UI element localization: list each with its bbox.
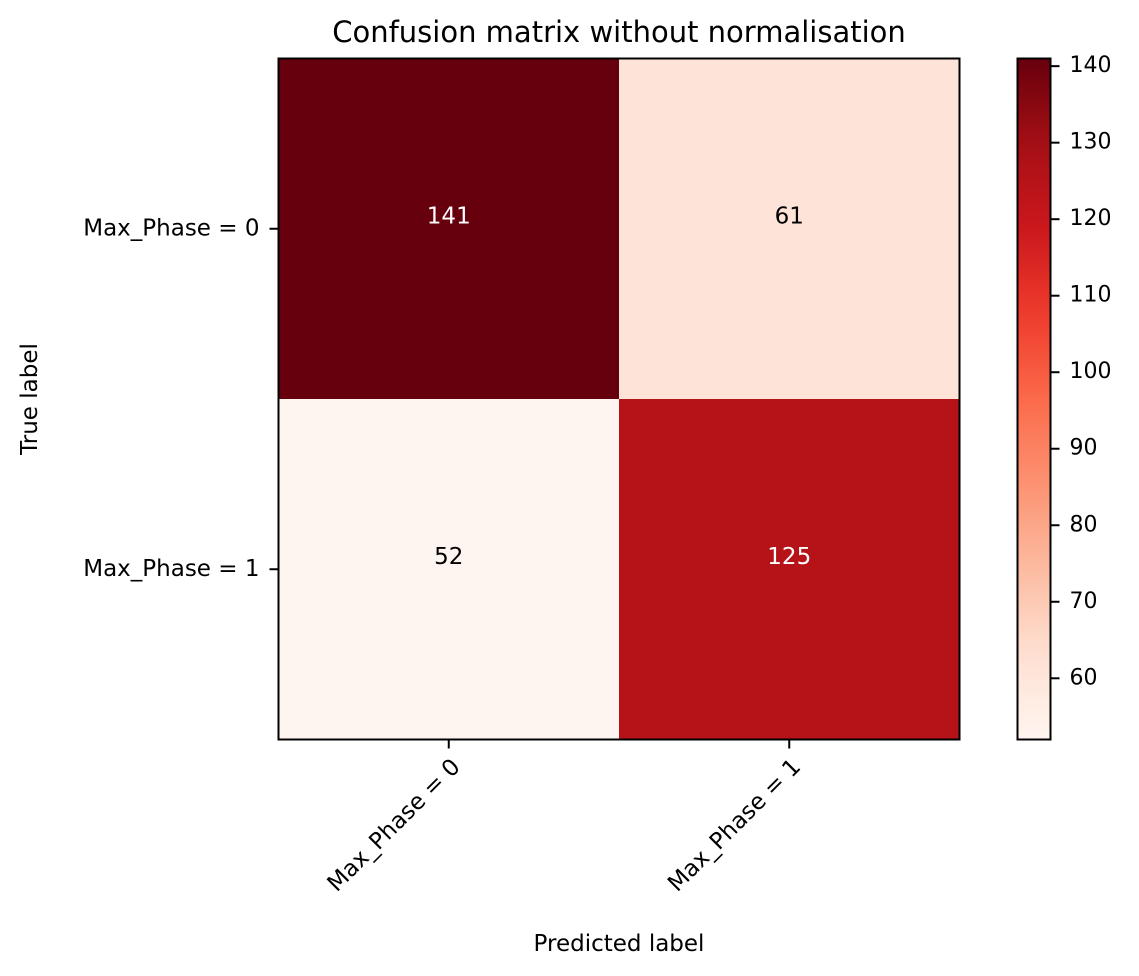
heatmap-cell-values: 141 61 52 125 (427, 203, 811, 570)
x-axis-ticks: Max_Phase = 0 Max_Phase = 1 (323, 739, 806, 897)
colorbar-tick-label: 60 (1070, 665, 1098, 690)
colorbar-tick-label: 80 (1070, 512, 1098, 537)
colorbar (1016, 57, 1052, 741)
colorbar-tick-label: 70 (1070, 589, 1098, 614)
y-tick-label: Max_Phase = 0 (83, 215, 259, 241)
x-tick-label: Max_Phase = 0 (323, 754, 466, 897)
colorbar-tick-label: 140 (1070, 53, 1112, 78)
heatmap-cell (619, 58, 960, 399)
colorbar-tick-label: 90 (1070, 436, 1098, 461)
heatmap-cell (619, 399, 960, 740)
cell-value-label: 125 (767, 544, 811, 570)
cell-value-label: 52 (434, 544, 463, 570)
x-axis-label: Predicted label (534, 931, 705, 957)
cell-value-label: 141 (427, 203, 471, 229)
cell-value-label: 61 (775, 203, 804, 229)
heatmap-cell (278, 399, 619, 740)
colorbar-tick-label: 110 (1070, 283, 1112, 308)
heatmap-cells (278, 58, 960, 740)
y-axis-label: True label (17, 343, 43, 456)
colorbar-tick-label: 130 (1070, 130, 1112, 155)
colorbar-tick-label: 120 (1070, 206, 1112, 231)
colorbar-tick-label: 100 (1070, 359, 1112, 384)
plot-frame (277, 57, 961, 741)
y-tick-label: Max_Phase = 1 (83, 556, 259, 582)
chart-title: Confusion matrix without normalisation (332, 15, 906, 49)
x-tick-label: Max_Phase = 1 (663, 754, 806, 897)
heatmap-cell (278, 58, 619, 399)
y-axis-ticks: Max_Phase = 0 Max_Phase = 1 (83, 215, 279, 582)
colorbar-ticks: 60 70 80 90 100 110 120 130 140 (1050, 53, 1112, 690)
